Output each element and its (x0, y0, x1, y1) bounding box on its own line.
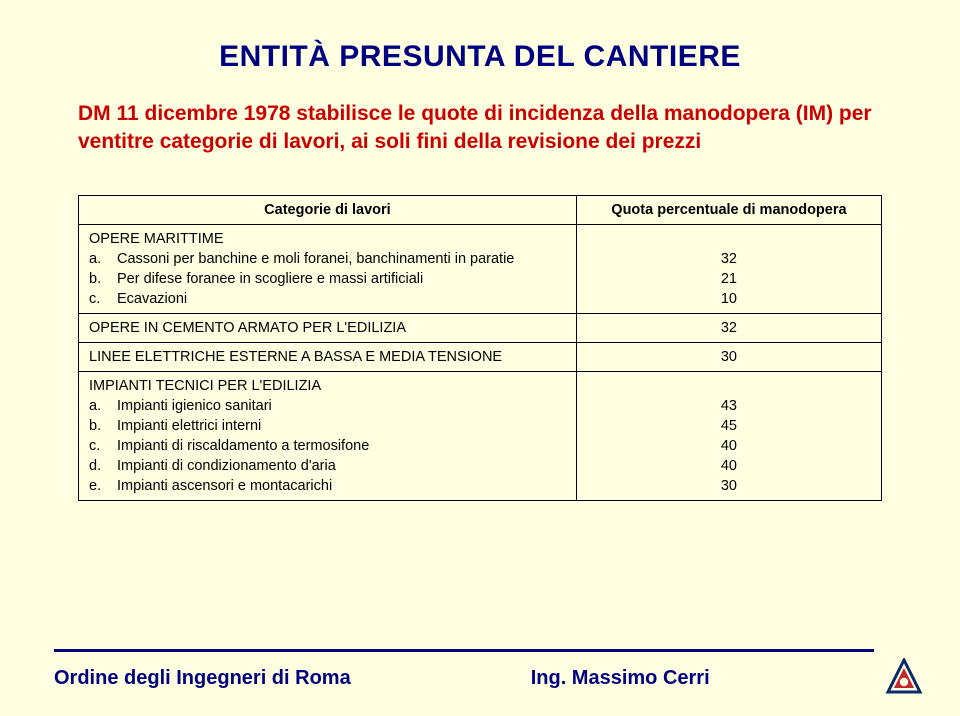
quota-value: 43 (587, 396, 871, 416)
category-sub-item: a.Impianti igienico sanitari (89, 396, 566, 416)
logo-icon (884, 658, 924, 698)
table-row: LINEE ELETTRICHE ESTERNE A BASSA E MEDIA… (79, 343, 882, 372)
footer-author: Ing. Massimo Cerri (531, 667, 710, 690)
sub-item-text: Impianti di riscaldamento a termosifone (117, 436, 566, 456)
sub-item-letter: e. (89, 476, 117, 496)
table-row: OPERE IN CEMENTO ARMATO PER L'EDILIZIA 32 (79, 314, 882, 343)
category-cell: OPERE IN CEMENTO ARMATO PER L'EDILIZIA (79, 314, 577, 343)
category-sub-item: a.Cassoni per banchine e moli foranei, b… (89, 249, 566, 269)
quota-value: 32 (587, 318, 871, 338)
table-row: IMPIANTI TECNICI PER L'EDILIZIAa.Impiant… (79, 372, 882, 501)
categories-table: Categorie di lavori Quota percentuale di… (78, 195, 882, 501)
table-row: OPERE MARITTIMEa.Cassoni per banchine e … (79, 225, 882, 314)
category-section-label: IMPIANTI TECNICI PER L'EDILIZIA (89, 376, 566, 396)
sub-item-text: Ecavazioni (117, 289, 566, 309)
sub-item-text: Impianti di condizionamento d'aria (117, 456, 566, 476)
category-label: OPERE IN CEMENTO ARMATO PER L'EDILIZIA (89, 318, 566, 338)
sub-item-text: Impianti ascensori e montacarichi (117, 476, 566, 496)
quota-value: 45 (587, 416, 871, 436)
sub-item-text: Impianti elettrici interni (117, 416, 566, 436)
sub-item-text: Cassoni per banchine e moli foranei, ban… (117, 249, 566, 269)
category-sub-item: d.Impianti di condizionamento d'aria (89, 456, 566, 476)
quota-value: 30 (587, 347, 871, 367)
category-label: LINEE ELETTRICHE ESTERNE A BASSA E MEDIA… (89, 347, 566, 367)
category-sub-item: c.Ecavazioni (89, 289, 566, 309)
sub-item-letter: d. (89, 456, 117, 476)
value-blank (587, 376, 871, 396)
category-sub-item: b.Per difese foranee in scogliere e mass… (89, 269, 566, 289)
quota-value: 21 (587, 269, 871, 289)
category-cell: LINEE ELETTRICHE ESTERNE A BASSA E MEDIA… (79, 343, 577, 372)
intro-paragraph: DM 11 dicembre 1978 stabilisce le quote … (78, 100, 882, 155)
sub-item-letter: a. (89, 396, 117, 416)
sub-item-letter: c. (89, 436, 117, 456)
value-cell: 4345404030 (576, 372, 881, 501)
category-cell: OPERE MARITTIMEa.Cassoni per banchine e … (79, 225, 577, 314)
quota-value: 32 (587, 249, 871, 269)
footer-rule (54, 649, 874, 652)
category-section-label: OPERE MARITTIME (89, 229, 566, 249)
quota-value: 10 (587, 289, 871, 309)
table-header-row: Categorie di lavori Quota percentuale di… (79, 196, 882, 225)
quota-value: 40 (587, 436, 871, 456)
sub-item-letter: b. (89, 269, 117, 289)
category-sub-item: e.Impianti ascensori e montacarichi (89, 476, 566, 496)
page-title: ENTITÀ PRESUNTA DEL CANTIERE (78, 40, 882, 74)
quota-value: 40 (587, 456, 871, 476)
col-header-categories: Categorie di lavori (79, 196, 577, 225)
quota-value: 30 (587, 476, 871, 496)
sub-item-text: Per difese foranee in scogliere e massi … (117, 269, 566, 289)
sub-item-letter: c. (89, 289, 117, 309)
value-cell: 32 (576, 314, 881, 343)
footer-org: Ordine degli Ingegneri di Roma (54, 667, 351, 690)
value-blank (587, 229, 871, 249)
category-sub-item: c.Impianti di riscaldamento a termosifon… (89, 436, 566, 456)
value-cell: 322110 (576, 225, 881, 314)
value-cell: 30 (576, 343, 881, 372)
category-cell: IMPIANTI TECNICI PER L'EDILIZIAa.Impiant… (79, 372, 577, 501)
sub-item-text: Impianti igienico sanitari (117, 396, 566, 416)
category-sub-item: b.Impianti elettrici interni (89, 416, 566, 436)
sub-item-letter: b. (89, 416, 117, 436)
slide: ENTITÀ PRESUNTA DEL CANTIERE DM 11 dicem… (0, 0, 960, 716)
sub-item-letter: a. (89, 249, 117, 269)
col-header-quota: Quota percentuale di manodopera (576, 196, 881, 225)
slide-footer: Ordine degli Ingegneri di Roma Ing. Mass… (0, 649, 960, 698)
